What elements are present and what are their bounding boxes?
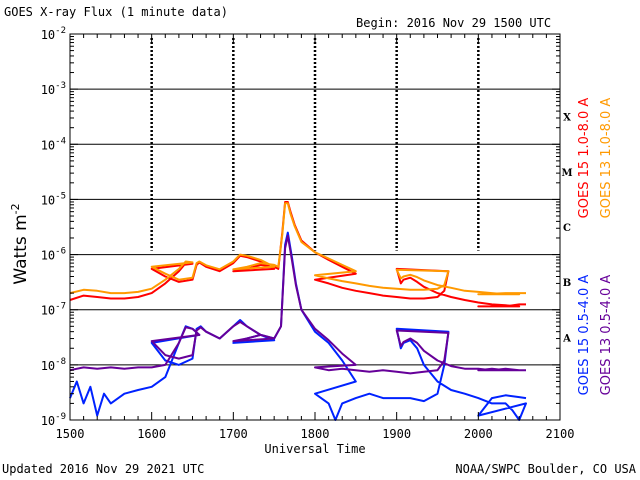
series-line <box>69 234 526 375</box>
flare-class-label: A <box>562 333 571 344</box>
series-group <box>69 201 527 421</box>
x-tick-label: 1600 <box>137 427 166 441</box>
legend-entry: GOES 15 0.5-4.0 A <box>577 275 592 396</box>
y-tick-label: 10-2 <box>41 26 66 42</box>
y-axis: 10-2 10-3 10-4 10-5 10-6 10-7 10-8 10-9 <box>41 26 560 428</box>
y-tick-label: 10-4 <box>41 136 66 152</box>
flare-class-label: M <box>561 168 572 179</box>
series-line <box>69 231 527 421</box>
x-tick-label: 1700 <box>219 427 248 441</box>
y-tick-label: 10-6 <box>41 247 66 263</box>
updated-time: Updated 2016 Nov 29 2021 UTC <box>2 462 204 476</box>
legend: GOES 15 1.0-8.0 A GOES 13 1.0-8.0 A GOES 1… <box>577 98 614 396</box>
flare-class-label: C <box>563 223 571 234</box>
flare-class-labels: X M C B A <box>561 113 572 345</box>
credit-label: NOAA/SWPC Boulder, CO USA <box>455 462 636 476</box>
x-tick-label: 1500 <box>56 427 85 441</box>
legend-entry: GOES 15 1.0-8.0 A <box>577 98 592 219</box>
y-tick-label: 10-7 <box>41 302 66 318</box>
series-line <box>69 202 526 296</box>
y-tick-label: 10-5 <box>41 191 66 207</box>
x-axis: 1500 1600 1700 1800 1900 2000 2100 <box>56 34 575 441</box>
x-tick-label: 1800 <box>301 427 330 441</box>
begin-time-label: Begin: 2016 Nov 29 1500 UTC <box>356 16 551 30</box>
x-axis-label: Universal Time <box>264 442 365 456</box>
y-axis-label: Watts m-2 <box>9 203 31 284</box>
y-tick-label: 10-8 <box>41 357 66 373</box>
x-tick-label: 2100 <box>546 427 575 441</box>
x-tick-label: 2000 <box>464 427 493 441</box>
legend-entry: GOES 13 0.5-4.0 A <box>599 275 614 396</box>
flare-class-label: X <box>563 113 571 124</box>
hour-tick-marks <box>150 38 480 251</box>
chart-title: GOES X-ray Flux (1 minute data) <box>4 5 228 19</box>
legend-entry: GOES 13 1.0-8.0 A <box>599 98 614 219</box>
y-tick-label: 10-3 <box>41 81 66 97</box>
flare-class-label: B <box>563 278 571 289</box>
y-tick-label: 10-9 <box>41 412 66 428</box>
x-tick-label: 1900 <box>382 427 411 441</box>
